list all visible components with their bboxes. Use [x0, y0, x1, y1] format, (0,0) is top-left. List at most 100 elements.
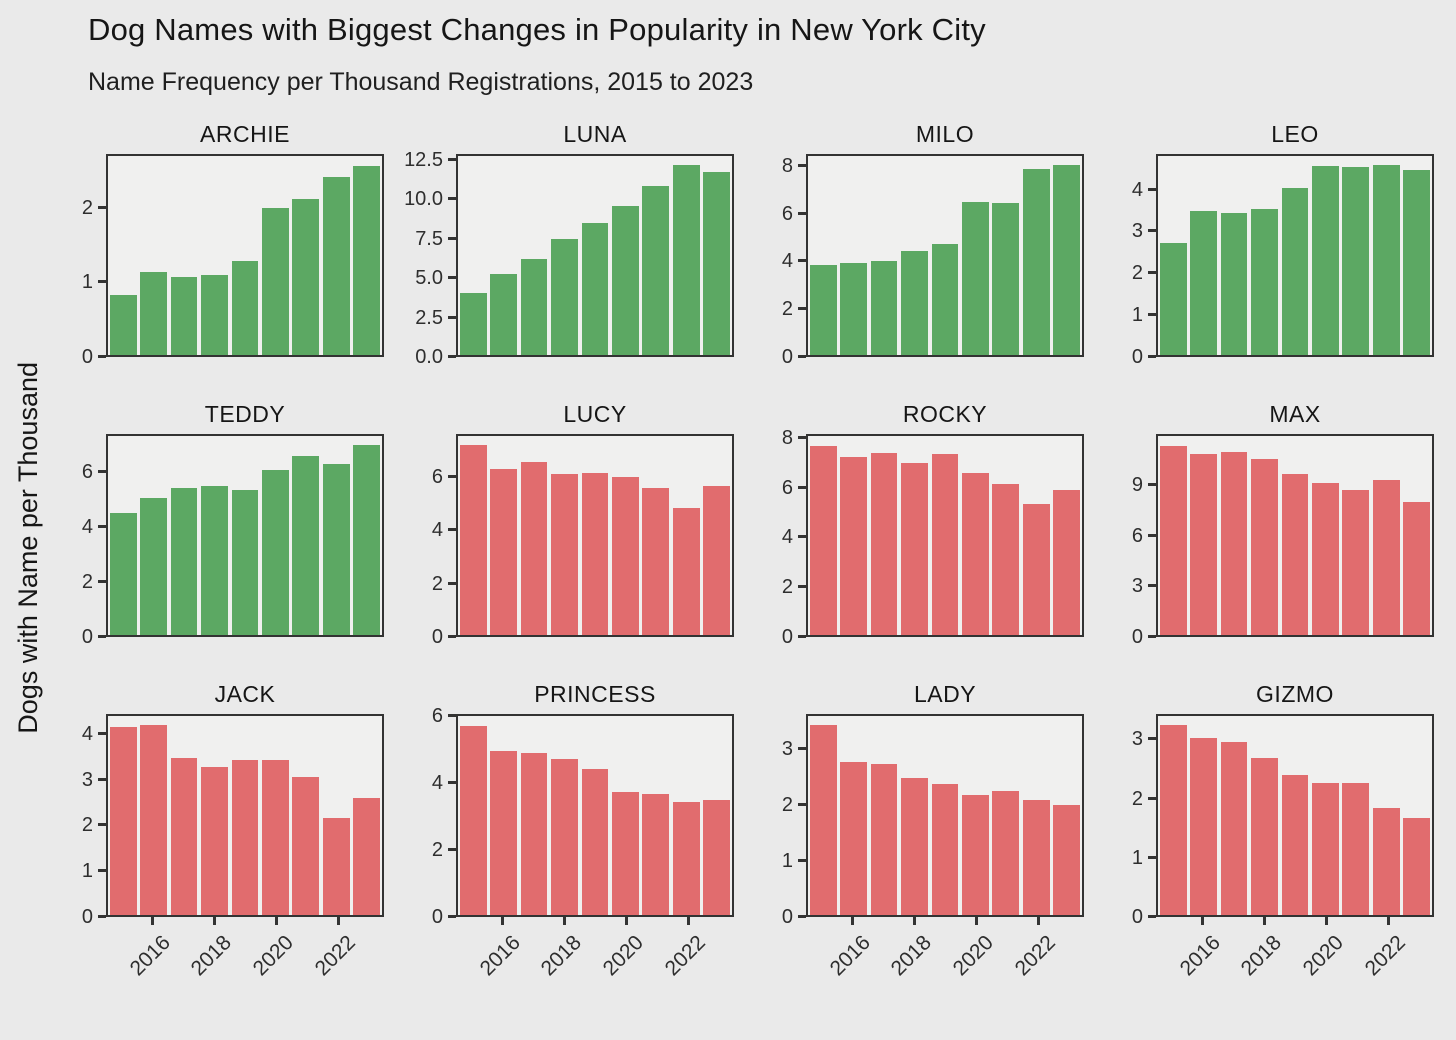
y-tick-label: 4 [781, 526, 793, 549]
x-tick-mark [563, 917, 567, 925]
y-tick-mark [798, 535, 806, 539]
y-tick-mark [98, 355, 106, 358]
bar-lucy-2016 [490, 468, 518, 635]
y-tick-mark [448, 781, 456, 785]
y-tick-label: 2 [81, 814, 93, 837]
x-tick-label: 2016 [475, 931, 525, 981]
y-tick-mark [1148, 533, 1156, 537]
bar-max-2021 [1342, 489, 1370, 635]
bar-gizmo-2019 [1281, 774, 1309, 915]
y-tick-label: 4 [1131, 178, 1143, 201]
y-tick-label: 12.5 [404, 148, 443, 171]
plot-row: 0 2 4 6 [406, 434, 734, 647]
y-tick-label: 3 [781, 737, 793, 760]
y-axis: 0 2 4 6 8 [756, 154, 806, 367]
y-tick-label: 2 [431, 572, 443, 595]
y-tick-mark [1148, 796, 1156, 800]
bar-max-2023 [1403, 502, 1431, 635]
x-tick-label: 2018 [1237, 931, 1287, 981]
y-tick-label: 0 [431, 906, 443, 928]
bar-archie-2017 [170, 277, 198, 355]
y-tick-mark [98, 470, 106, 474]
bar-princess-2017 [520, 752, 548, 915]
bar-milo-2023 [1053, 165, 1081, 355]
bar-milo-2016 [840, 262, 868, 355]
plot-panel [106, 434, 384, 637]
bar-milo-2020 [962, 201, 989, 355]
bar-teddy-2016 [140, 497, 168, 635]
y-tick-label: 0 [81, 626, 93, 648]
y-axis: 0 2 4 6 [56, 434, 106, 647]
y-tick-mark [98, 280, 106, 284]
bar-leo-2021 [1342, 167, 1370, 355]
y-axis: 0 1 2 3 [1106, 714, 1156, 927]
y-tick-mark [1148, 187, 1156, 191]
bar-lucy-2015 [459, 445, 487, 635]
bar-jack-2017 [170, 757, 198, 915]
bar-max-2017 [1220, 451, 1248, 635]
bar-teddy-2020 [262, 469, 289, 635]
y-tick-mark [448, 635, 456, 638]
x-tick-mark [213, 917, 217, 925]
y-tick-label: 7.5 [415, 227, 443, 250]
bar-princess-2016 [490, 751, 518, 915]
x-tick-mark [686, 917, 690, 925]
y-tick-mark [448, 157, 456, 161]
bar-lady-2015 [809, 725, 837, 915]
bar-lady-2020 [962, 795, 989, 915]
facet-lucy: LUCY 0 2 4 6 [406, 396, 734, 676]
bar-leo-2018 [1251, 208, 1278, 355]
y-tick-mark [798, 485, 806, 489]
y-axis: 0.0 2.5 5.0 7.5 10.0 12.5 [404, 150, 456, 367]
x-tick-mark [1324, 917, 1328, 925]
x-tick-mark [851, 917, 855, 925]
plot-panel [456, 434, 734, 637]
bar-teddy-2022 [322, 464, 350, 635]
bar-teddy-2018 [201, 485, 228, 635]
bar-leo-2019 [1281, 188, 1309, 355]
plot-row: 0.0 2.5 5.0 7.5 10.0 12.5 [404, 150, 734, 367]
y-tick-mark [98, 525, 106, 529]
bar-lucy-2020 [612, 476, 639, 635]
plot-panel [806, 434, 1084, 637]
y-tick-mark [448, 355, 456, 358]
bar-jack-2022 [322, 818, 350, 915]
y-tick-label: 6 [1131, 524, 1143, 547]
chart-subtitle: Name Frequency per Thousand Registration… [88, 68, 754, 96]
x-tick-mark [501, 917, 505, 925]
x-tick-label: 2022 [660, 931, 710, 981]
bar-rocky-2022 [1022, 504, 1050, 635]
bar-luna-2017 [520, 259, 548, 355]
plot-row: 0 2 4 6 8 [756, 428, 1084, 647]
y-axis: 0 2 4 6 8 [756, 428, 806, 647]
x-tick-label: 2018 [887, 931, 937, 981]
y-tick-mark [98, 205, 106, 209]
bar-gizmo-2018 [1251, 758, 1278, 915]
bar-lady-2018 [901, 777, 928, 915]
y-tick-label: 1 [781, 849, 793, 872]
bar-lady-2022 [1022, 799, 1050, 915]
bar-max-2018 [1251, 459, 1278, 635]
plot-panel [1156, 714, 1434, 917]
bar-jack-2018 [201, 766, 228, 915]
y-tick-mark [1148, 229, 1156, 233]
bar-rocky-2021 [992, 483, 1020, 635]
bar-max-2020 [1312, 483, 1339, 635]
facet-title-max: MAX [1269, 401, 1321, 427]
bar-leo-2017 [1220, 212, 1248, 355]
y-tick-label: 9 [1131, 473, 1143, 496]
facet-title-gizmo: GIZMO [1256, 681, 1334, 707]
bar-lucy-2023 [703, 485, 731, 635]
y-tick-label: 2 [1131, 262, 1143, 285]
bar-max-2019 [1281, 474, 1309, 635]
x-tick-label: 2020 [1298, 931, 1349, 981]
y-tick-label: 4 [81, 722, 93, 745]
y-tick-mark [448, 714, 456, 718]
y-tick-label: 0 [781, 906, 793, 928]
y-tick-mark [448, 197, 456, 201]
y-tick-mark [798, 635, 806, 638]
facet-teddy: TEDDY 0 2 4 6 [56, 396, 384, 676]
y-axis-label: Dogs with Name per Thousand [12, 362, 43, 734]
bar-luna-2018 [551, 238, 578, 355]
y-tick-mark [798, 307, 806, 311]
